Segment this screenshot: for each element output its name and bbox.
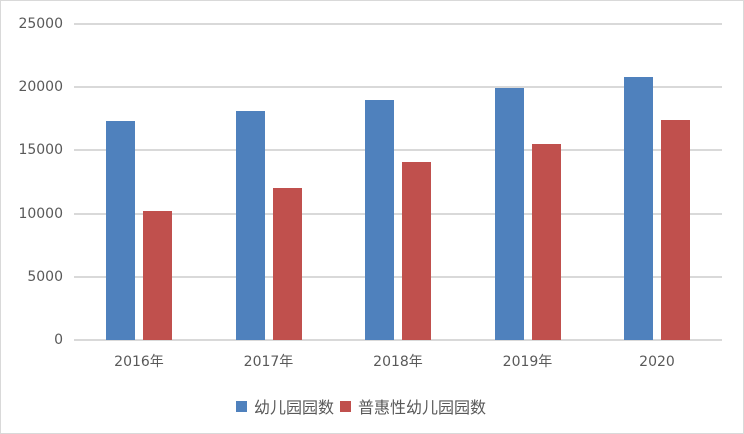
legend-label: 幼儿园园数 [254, 398, 335, 417]
bar-inclusive-4 [661, 120, 690, 340]
x-tick-label: 2017年 [243, 354, 294, 370]
legend-label: 普惠性幼儿园园数 [358, 398, 487, 417]
bar-inclusive-1 [272, 187, 302, 340]
y-tick-label: 0 [54, 332, 63, 348]
legend: 幼儿园园数 普惠性幼儿园园数 [236, 394, 492, 418]
y-tick-label: 15000 [18, 142, 63, 159]
bar-inclusive-2 [402, 162, 431, 340]
x-tick-label: 2020 [639, 354, 675, 370]
bar-kindergartens-3 [494, 88, 524, 340]
x-tick-label: 2019年 [502, 354, 553, 370]
gridline [74, 275, 722, 278]
gridline [74, 212, 722, 215]
bar-kindergartens-4 [624, 77, 653, 340]
y-tick-label: 5000 [27, 268, 63, 285]
gridline [74, 86, 722, 89]
legend-swatch-red [340, 400, 352, 412]
legend-swatch-blue [236, 400, 247, 412]
bar-inclusive-3 [531, 144, 561, 340]
bar-kindergartens-0 [106, 121, 135, 340]
legend-item-inclusive-kindergartens: 普惠性幼儿园园数 [340, 394, 486, 418]
gridline [74, 149, 722, 152]
y-tick-label: 20000 [18, 79, 63, 96]
x-tick-label: 2016年 [114, 354, 164, 370]
gridline [74, 339, 722, 341]
legend-item-kindergartens: 幼儿园园数 [236, 394, 334, 418]
bar-kindergartens-2 [365, 100, 394, 340]
y-tick-label: 25000 [18, 16, 63, 32]
y-tick-label: 10000 [18, 205, 63, 222]
bar-kindergartens-1 [235, 111, 265, 340]
x-tick-label: 2018年 [373, 354, 423, 370]
bar-inclusive-0 [143, 210, 172, 340]
gridline [74, 23, 722, 25]
